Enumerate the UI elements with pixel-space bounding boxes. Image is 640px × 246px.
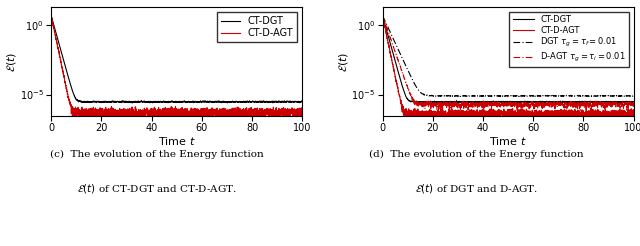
Line: DGT $\tau_g = \tau_f = 0.01$: DGT $\tau_g = \tau_f = 0.01$ [383,16,634,96]
DGT $\tau_g = \tau_f = 0.01$ [475,94,483,97]
CT-D-AGT [424,110,432,113]
Legend: CT-DGT, CT-D-AGT, DGT $\tau_g = \tau_f = 0.01$, D-AGT $\tau_g = \tau_i = 0.01$: CT-DGT, CT-D-AGT, DGT $\tau_g = \tau_f =… [509,12,629,67]
CT-DGT [298,100,306,103]
CT-DGT [379,14,387,17]
DGT $\tau_g = \tau_f = 0.01$ [630,94,637,97]
Y-axis label: $\mathcal{E}(t)$: $\mathcal{E}(t)$ [337,51,349,72]
D-AGT $\tau_g = \tau_i = 0.01$ [379,14,387,17]
CT-D-AGT [379,14,387,17]
Y-axis label: $\mathcal{E}(t)$: $\mathcal{E}(t)$ [5,51,18,72]
Line: CT-DGT: CT-DGT [383,16,634,103]
CT-D-AGT [198,107,205,110]
CT-D-AGT [566,113,574,116]
Line: CT-D-AGT: CT-D-AGT [383,15,634,123]
CT-D-AGT [542,109,550,112]
Line: CT-DGT: CT-DGT [51,16,302,103]
CT-DGT [566,101,574,104]
D-AGT $\tau_g = \tau_i = 0.01$ [542,104,550,107]
CT-DGT [235,101,243,104]
DGT $\tau_g = \tau_f = 0.01$ [424,94,432,97]
CT-D-AGT [68,121,76,124]
Text: $\mathcal{E}(t)$ of CT-DGT and CT-D-AGT.: $\mathcal{E}(t)$ of CT-DGT and CT-D-AGT. [77,182,237,195]
CT-D-AGT [143,111,151,114]
CT-D-AGT [630,114,637,117]
Text: (d)  The evolution of the Energy function: (d) The evolution of the Energy function [369,150,584,159]
D-AGT $\tau_g = \tau_i = 0.01$ [630,101,637,104]
CT-D-AGT [47,15,55,18]
CT-DGT [254,100,262,103]
CT-D-AGT [93,108,100,111]
CT-DGT [424,100,432,103]
DGT $\tau_g = \tau_f = 0.01$ [515,95,523,98]
Line: D-AGT $\tau_g = \tau_i = 0.01$: D-AGT $\tau_g = \tau_i = 0.01$ [383,16,634,116]
DGT $\tau_g = \tau_f = 0.01$ [566,94,574,97]
D-AGT $\tau_g = \tau_i = 0.01$ [566,104,574,107]
Text: (c)  The evolution of the Energy function: (c) The evolution of the Energy function [50,150,264,159]
CT-D-AGT [585,118,593,121]
CT-DGT [149,101,157,104]
CT-DGT [93,100,100,103]
CT-DGT [143,101,151,104]
CT-DGT [47,14,55,17]
CT-DGT [211,101,218,104]
CT-DGT [530,101,538,104]
DGT $\tau_g = \tau_f = 0.01$ [585,94,593,97]
X-axis label: Time $t$: Time $t$ [158,135,196,147]
CT-D-AGT [47,15,55,18]
CT-DGT [198,101,205,104]
Text: $\mathcal{E}(t)$ of DGT and D-AGT.: $\mathcal{E}(t)$ of DGT and D-AGT. [415,182,538,195]
CT-D-AGT [475,114,483,117]
CT-D-AGT [298,110,306,113]
CT-D-AGT [529,111,537,114]
CT-DGT [529,100,537,103]
Line: CT-D-AGT: CT-D-AGT [51,16,302,122]
Legend: CT-DGT, CT-D-AGT: CT-DGT, CT-D-AGT [217,12,298,42]
DGT $\tau_g = \tau_f = 0.01$ [542,94,550,97]
D-AGT $\tau_g = \tau_i = 0.01$ [529,103,537,106]
CT-D-AGT [211,112,218,115]
DGT $\tau_g = \tau_f = 0.01$ [529,94,537,97]
CT-D-AGT [254,110,262,113]
D-AGT $\tau_g = \tau_i = 0.01$ [424,101,432,104]
CT-DGT [585,100,593,103]
CT-D-AGT [406,122,413,125]
D-AGT $\tau_g = \tau_i = 0.01$ [585,106,593,108]
DGT $\tau_g = \tau_f = 0.01$ [379,14,387,17]
CT-D-AGT [235,108,243,111]
X-axis label: Time $t$: Time $t$ [489,135,527,147]
D-AGT $\tau_g = \tau_i = 0.01$ [475,103,483,106]
CT-DGT [542,100,550,103]
CT-DGT [475,100,483,103]
CT-DGT [630,100,637,103]
D-AGT $\tau_g = \tau_i = 0.01$ [437,114,445,117]
